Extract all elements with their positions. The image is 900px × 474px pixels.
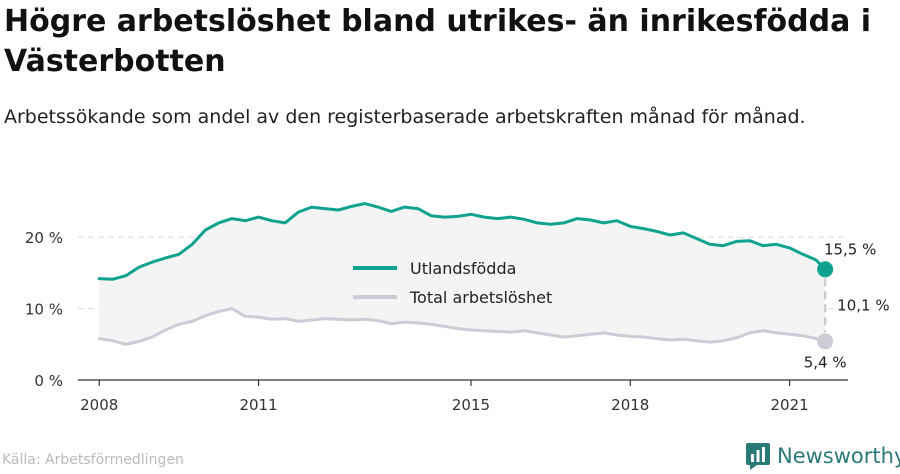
end-label-difference: 10,1 % xyxy=(837,296,889,314)
series-line-total xyxy=(97,307,827,346)
y-tick-label: 20 % xyxy=(25,229,63,247)
x-tick-label: 2015 xyxy=(452,396,490,414)
end-label-total: 5,4 % xyxy=(804,353,847,371)
x-axis: 2008 2011 2015 2018 2021 xyxy=(78,379,848,414)
x-tick-label: 2011 xyxy=(239,396,277,414)
end-markers: 15,5 % 10,1 % 5,4 % xyxy=(804,240,890,371)
x-tick-label: 2018 xyxy=(611,396,649,414)
chart-subtitle: Arbetssökande som andel av den registerb… xyxy=(4,106,806,128)
legend-label-utlandsfodda: Utlandsfödda xyxy=(410,259,516,278)
brand-name: Newsworthy xyxy=(777,444,900,468)
end-point-utlandsfodda xyxy=(817,261,834,278)
y-axis: 0 % 10 % 20 % xyxy=(25,229,63,390)
x-tick-label: 2008 xyxy=(80,396,118,414)
chart-title: Högre arbetslöshet bland utrikes- än inr… xyxy=(4,4,872,79)
end-label-utlandsfodda: 15,5 % xyxy=(824,240,876,258)
brand-logo[interactable]: Newsworthy xyxy=(745,441,900,471)
series-line-utlandsfodda xyxy=(97,202,827,281)
end-point-total xyxy=(817,333,834,350)
source-note: Källa: Arbetsförmedlingen xyxy=(2,452,184,468)
legend-label-total: Total arbetslöshet xyxy=(409,288,552,307)
x-tick-label: 2021 xyxy=(770,396,808,414)
legend: Utlandsfödda Total arbetslöshet xyxy=(345,252,575,314)
series-lines xyxy=(97,202,827,346)
newsworthy-logo-icon xyxy=(746,443,770,470)
y-tick-label: 10 % xyxy=(25,301,63,319)
y-tick-label: 0 % xyxy=(34,372,63,390)
legend-background xyxy=(345,252,575,314)
